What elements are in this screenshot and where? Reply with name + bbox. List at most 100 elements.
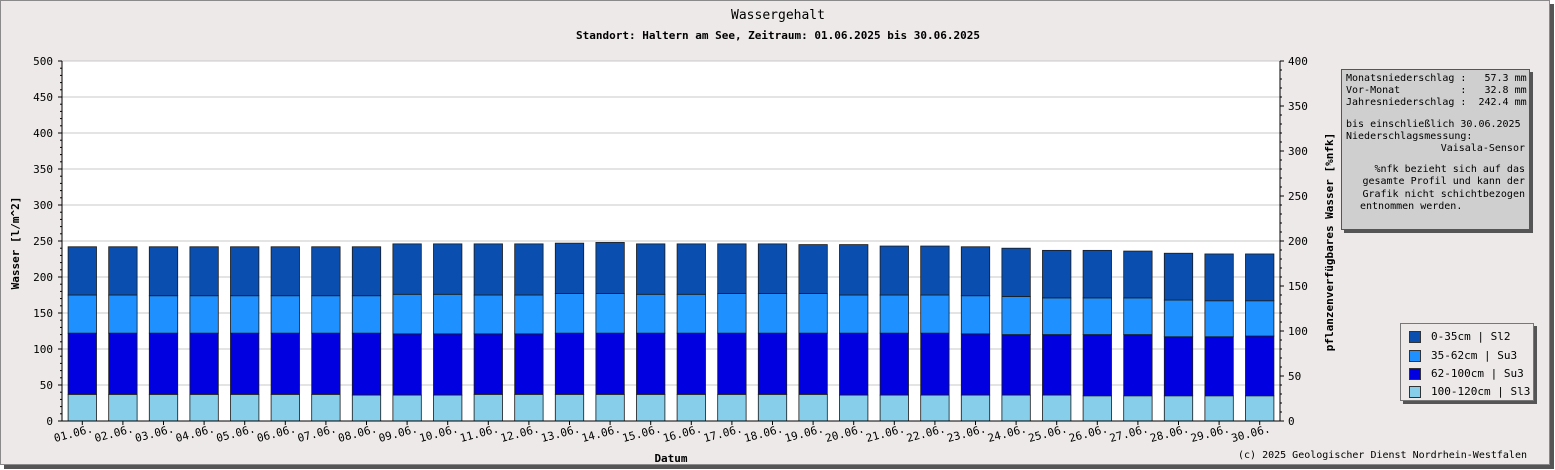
bar-segment xyxy=(839,394,869,422)
bar-segment xyxy=(392,293,422,335)
x-tick-label: 06.06. xyxy=(256,422,298,445)
bar-segment xyxy=(676,332,706,395)
x-tick-label: 08.06. xyxy=(337,422,379,445)
bar-segment xyxy=(960,333,991,396)
gridlines xyxy=(62,60,1280,386)
x-tick-label: 25.06. xyxy=(1027,422,1069,445)
x-tick-label: 09.06. xyxy=(377,422,419,445)
bar-segment xyxy=(1082,297,1112,336)
bar-segment xyxy=(757,293,788,334)
x-tick-label: 12.06. xyxy=(499,422,541,445)
y2-tick-label: 100 xyxy=(1288,325,1308,338)
bar-segment xyxy=(108,294,138,334)
bar-segment xyxy=(1123,250,1153,299)
chart-title: Wassergehalt xyxy=(731,8,825,23)
chart-subtitle: Standort: Haltern am See, Zeitraum: 01.0… xyxy=(576,29,980,42)
y2-tick-label: 300 xyxy=(1288,145,1308,158)
info-until-date: bis einschließlich 30.06.2025 xyxy=(1346,118,1521,130)
x-tick-label: 01.06. xyxy=(53,422,95,445)
x-tick-label: 24.06. xyxy=(986,422,1028,445)
bar-segment xyxy=(230,393,260,422)
x-tick-label: 21.06. xyxy=(865,422,907,445)
y2-tick-label: 250 xyxy=(1288,190,1308,203)
x-tick-label: 10.06. xyxy=(418,422,460,445)
bar-segment xyxy=(757,393,788,422)
bar-segment xyxy=(1123,334,1153,397)
y-tick-label: 350 xyxy=(33,163,53,176)
legend-swatch xyxy=(1409,350,1421,362)
bar-segment xyxy=(879,245,909,296)
y-tick-label: 500 xyxy=(33,55,53,68)
bar-segment xyxy=(148,332,179,395)
bar-segment xyxy=(311,295,341,334)
bar-segment xyxy=(514,393,544,422)
y2-tick-label: 350 xyxy=(1288,100,1308,113)
bar-segment xyxy=(798,393,828,422)
x-tick-label: 29.06. xyxy=(1189,422,1231,445)
x-axis-label: Datum xyxy=(654,452,687,465)
bar-segment xyxy=(392,394,422,422)
bar-segment xyxy=(1123,297,1153,336)
bar-segment xyxy=(270,295,300,334)
legend-label: 35-62cm | Su3 xyxy=(1431,349,1518,362)
info-note-4: entnommen werden. xyxy=(1360,200,1463,212)
bar-segment xyxy=(1163,395,1194,422)
info-note-2: gesamte Profil und kann der xyxy=(1362,176,1525,188)
copyright-notice: (c) 2025 Geologischer Dienst Nordrhein-W… xyxy=(1238,450,1527,461)
bar-segment xyxy=(189,246,219,297)
bar-segment xyxy=(351,246,382,297)
precipitation-info-box: Monatsniederschlag : 57.3 mm Vor-Monat :… xyxy=(1341,69,1530,230)
bar-segment xyxy=(554,393,585,422)
bar-segment xyxy=(473,393,503,422)
bar-segment xyxy=(433,243,463,295)
bar-segment xyxy=(595,293,625,334)
bar-segment xyxy=(595,242,625,294)
legend: 0-35cm | Sl2 35-62cm | Su3 62-100cm | Su… xyxy=(1400,323,1534,401)
info-measurement-label: Niederschlagsmessung: xyxy=(1346,130,1473,142)
bar-segment xyxy=(351,394,382,422)
bar-segment xyxy=(270,246,300,297)
x-tick-label: 18.06. xyxy=(743,422,785,445)
bar-segment xyxy=(230,295,260,334)
x-tick-label: 27.06. xyxy=(1108,422,1150,445)
y-tick-label: 300 xyxy=(33,199,53,212)
y2-axis-ticks: 0 50 100 150 200 250 300 350 400 xyxy=(1280,55,1308,428)
bar-segment xyxy=(960,246,991,297)
info-note-3: Grafik nicht schichtbezogen xyxy=(1362,188,1525,200)
bar-segment xyxy=(839,294,869,334)
bar-segment xyxy=(392,333,422,396)
bar-segment xyxy=(636,243,666,295)
x-tick-label: 04.06. xyxy=(174,422,216,445)
bar-segment xyxy=(433,293,463,335)
bar-segment xyxy=(67,393,97,422)
y-tick-label: 150 xyxy=(33,307,53,320)
x-tick-label: 16.06. xyxy=(662,422,704,445)
bar-segment xyxy=(1123,395,1153,422)
y2-tick-label: 200 xyxy=(1288,235,1308,248)
bar-segment xyxy=(148,246,179,297)
bar-segment xyxy=(595,393,625,422)
bar-segment xyxy=(270,332,300,395)
bar-segment xyxy=(189,295,219,334)
bar-segment xyxy=(1082,249,1112,299)
y2-axis-label: pflanzenverfügbares Wasser [%nfk] xyxy=(1323,133,1336,352)
bar-segment xyxy=(230,332,260,395)
y-tick-label: 400 xyxy=(33,127,53,140)
bar-segment xyxy=(514,294,544,335)
x-tick-label: 05.06. xyxy=(215,422,257,445)
bar-segment xyxy=(798,293,828,334)
bar-segment xyxy=(311,393,341,422)
x-tick-label: 28.06. xyxy=(1149,422,1191,445)
bar-segment xyxy=(270,393,300,422)
bar-segment xyxy=(148,295,179,334)
bar-segment xyxy=(473,243,503,296)
y-tick-label: 50 xyxy=(40,379,53,392)
bars-group xyxy=(67,242,1275,422)
bar-segment xyxy=(798,332,828,395)
x-tick-label: 26.06. xyxy=(1068,422,1110,445)
bar-segment xyxy=(757,243,788,294)
legend-label: 0-35cm | Sl2 xyxy=(1431,330,1511,343)
bar-segment xyxy=(1245,395,1275,422)
legend-label: 100-120cm | Sl3 xyxy=(1431,385,1531,398)
